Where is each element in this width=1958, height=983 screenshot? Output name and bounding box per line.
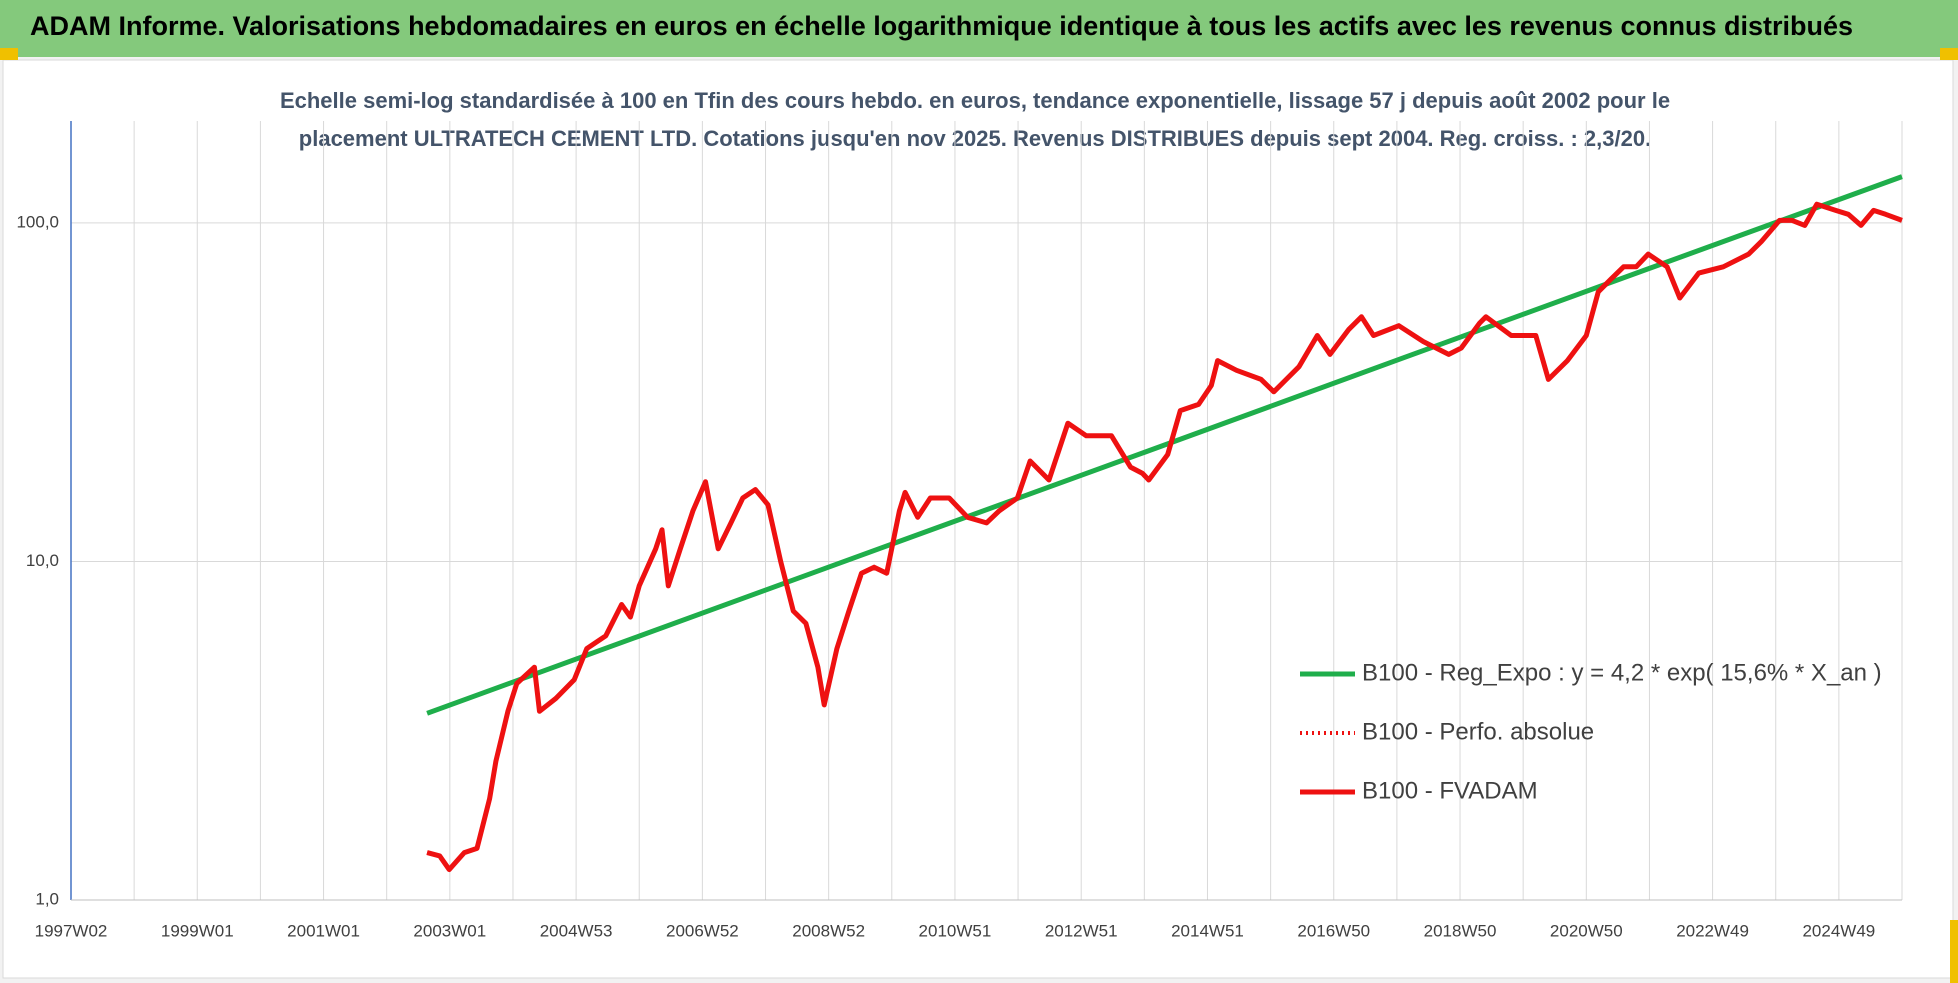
y-tick-label: 10,0 <box>26 551 59 570</box>
x-tick-label: 2020W50 <box>1550 921 1623 940</box>
page-title: ADAM Informe. Valorisations hebdomadaire… <box>30 11 1853 41</box>
chart-subtitle: placement ULTRATECH CEMENT LTD. Cotation… <box>299 126 1651 151</box>
x-tick-label: 2018W50 <box>1424 921 1497 940</box>
x-tick-label: 2024W49 <box>1802 921 1875 940</box>
y-tick-label: 1,0 <box>35 889 59 908</box>
x-tick-label: 1999W01 <box>161 921 234 940</box>
x-tick-label: 2006W52 <box>666 921 739 940</box>
data-line <box>426 201 1903 873</box>
x-tick-label: 2016W50 <box>1297 921 1370 940</box>
chart-subtitle: Echelle semi-log standardisée à 100 en T… <box>280 88 1670 113</box>
x-tick-label: 2012W51 <box>1045 921 1118 940</box>
x-tick-label: 2010W51 <box>919 921 992 940</box>
legend-label: B100 - Reg_Expo : y = 4,2 * exp( 15,6% *… <box>1362 659 1882 686</box>
x-tick-label: 2008W52 <box>792 921 865 940</box>
handle <box>0 48 18 60</box>
y-tick-label: 100,0 <box>16 212 59 231</box>
x-tick-label: 2014W51 <box>1171 921 1244 940</box>
x-tick-label: 2003W01 <box>413 921 486 940</box>
legend-label: B100 - Perfo. absolue <box>1362 718 1594 745</box>
header-bar <box>0 0 1958 57</box>
x-tick-label: 1997W02 <box>35 921 108 940</box>
x-tick-label: 2001W01 <box>287 921 360 940</box>
legend-label: B100 - FVADAM <box>1362 777 1538 804</box>
handle <box>1940 48 1958 60</box>
x-tick-label: 2022W49 <box>1676 921 1749 940</box>
handle <box>1950 920 1958 983</box>
data-line <box>426 174 1903 716</box>
x-tick-label: 2004W53 <box>540 921 613 940</box>
